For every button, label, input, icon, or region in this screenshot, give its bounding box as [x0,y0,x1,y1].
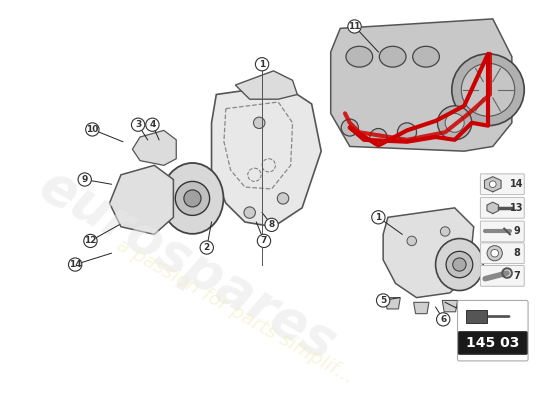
Text: eurospares: eurospares [30,159,345,370]
Text: 9: 9 [81,175,88,184]
Text: 12: 12 [84,236,97,246]
Circle shape [407,236,416,246]
Polygon shape [235,71,298,99]
Ellipse shape [346,46,373,67]
Circle shape [131,118,145,131]
Text: 4: 4 [149,120,156,129]
Polygon shape [487,202,498,214]
Text: 14: 14 [510,179,524,189]
Circle shape [348,20,361,33]
FancyBboxPatch shape [458,300,528,361]
Text: 5: 5 [461,307,468,316]
Text: 13: 13 [487,312,499,321]
Text: 9: 9 [513,226,520,236]
Text: 1: 1 [375,213,382,222]
Text: 13: 13 [510,203,524,213]
Text: 5: 5 [380,296,386,305]
Circle shape [78,173,91,186]
Text: 8: 8 [268,220,274,229]
FancyBboxPatch shape [466,310,487,323]
Circle shape [445,113,464,132]
FancyBboxPatch shape [459,332,527,354]
Ellipse shape [162,163,223,234]
FancyBboxPatch shape [480,221,524,242]
Text: 7: 7 [513,271,520,281]
Polygon shape [442,300,458,312]
FancyBboxPatch shape [480,243,524,264]
Text: 1: 1 [259,60,265,69]
Circle shape [372,211,385,224]
Circle shape [265,218,278,232]
Polygon shape [485,177,501,192]
Circle shape [441,227,450,236]
Circle shape [254,117,265,128]
Text: 11: 11 [348,22,361,31]
Text: 3: 3 [135,120,141,129]
Circle shape [244,207,255,218]
Circle shape [184,190,201,207]
Text: 14: 14 [69,260,81,269]
Circle shape [490,181,496,188]
Circle shape [341,119,359,136]
Text: 10: 10 [86,125,98,134]
Circle shape [175,182,210,216]
Circle shape [437,106,472,140]
Circle shape [146,118,159,131]
Text: 2: 2 [204,243,210,252]
Circle shape [453,258,466,271]
Circle shape [86,123,99,136]
Circle shape [487,246,502,261]
Circle shape [84,234,97,248]
Circle shape [376,294,390,307]
Circle shape [437,313,450,326]
Circle shape [486,310,499,323]
FancyBboxPatch shape [480,174,524,195]
Polygon shape [109,165,173,234]
FancyBboxPatch shape [480,198,524,218]
Circle shape [200,241,213,254]
Ellipse shape [379,46,406,67]
Ellipse shape [412,46,439,67]
Circle shape [446,251,473,278]
Text: 145 03: 145 03 [466,336,520,350]
Text: 8: 8 [513,248,520,258]
Circle shape [458,305,471,318]
Ellipse shape [436,238,483,290]
Polygon shape [133,130,176,165]
Text: a passion for parts simplif...: a passion for parts simplif... [113,236,358,388]
Circle shape [69,258,82,271]
Text: 7: 7 [261,236,267,246]
Polygon shape [331,19,512,151]
Circle shape [277,193,289,204]
Polygon shape [414,302,429,314]
Circle shape [491,250,498,257]
Circle shape [452,54,524,126]
Text: 6: 6 [440,315,447,324]
Circle shape [398,123,416,142]
Polygon shape [385,298,400,309]
Circle shape [257,234,271,248]
Circle shape [461,63,515,116]
FancyBboxPatch shape [480,266,524,286]
Circle shape [370,128,387,146]
Circle shape [255,58,269,71]
Polygon shape [383,208,474,298]
Polygon shape [212,85,321,227]
